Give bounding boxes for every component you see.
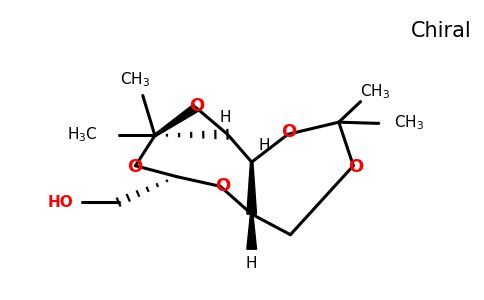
Text: H$_3$C: H$_3$C bbox=[67, 125, 98, 144]
Text: O: O bbox=[215, 177, 230, 195]
Text: H: H bbox=[246, 256, 257, 271]
Text: HO: HO bbox=[47, 194, 74, 209]
Text: O: O bbox=[127, 158, 142, 176]
Text: CH$_3$: CH$_3$ bbox=[394, 113, 424, 131]
Text: Chiral: Chiral bbox=[411, 21, 472, 41]
Text: O: O bbox=[348, 158, 363, 176]
Text: CH$_3$: CH$_3$ bbox=[360, 82, 390, 101]
Text: O: O bbox=[190, 98, 205, 116]
Text: CH$_3$: CH$_3$ bbox=[121, 70, 151, 89]
Polygon shape bbox=[247, 162, 257, 214]
Text: O: O bbox=[282, 123, 297, 141]
Text: H: H bbox=[258, 138, 270, 153]
Text: H: H bbox=[219, 110, 231, 125]
Polygon shape bbox=[247, 214, 257, 249]
Polygon shape bbox=[154, 104, 198, 136]
